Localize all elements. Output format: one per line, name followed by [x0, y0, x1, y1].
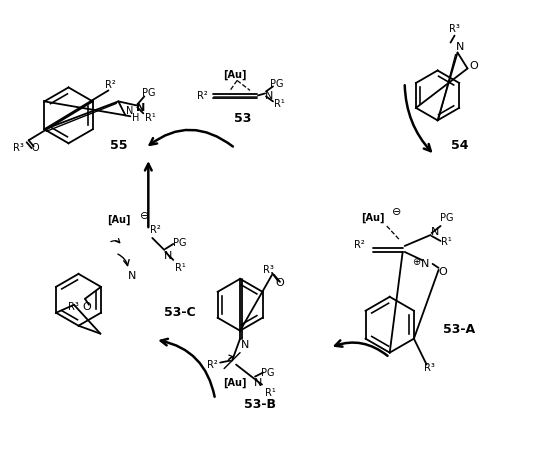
Text: 53: 53	[234, 112, 252, 125]
Text: 53-B: 53-B	[244, 398, 276, 411]
Text: R¹: R¹	[175, 263, 185, 273]
Text: ⊖: ⊖	[140, 211, 149, 221]
Text: N: N	[128, 271, 136, 281]
Text: R¹: R¹	[265, 388, 276, 397]
Text: PG: PG	[440, 213, 453, 223]
Text: 53-A: 53-A	[443, 323, 476, 336]
Text: R³: R³	[424, 363, 435, 372]
Text: ⊖: ⊖	[392, 207, 402, 217]
Text: N: N	[126, 106, 134, 116]
Text: R¹: R¹	[145, 113, 156, 124]
Text: [Au]: [Au]	[223, 378, 247, 388]
Text: H: H	[133, 113, 140, 124]
Text: N: N	[456, 41, 465, 52]
Text: 55: 55	[109, 139, 127, 152]
Text: R²: R²	[207, 360, 218, 370]
Text: N: N	[431, 227, 439, 237]
Text: [Au]: [Au]	[107, 215, 130, 225]
Text: O: O	[469, 61, 478, 71]
Text: R³: R³	[13, 143, 24, 153]
Text: R¹: R¹	[273, 100, 284, 109]
Text: R¹: R¹	[441, 237, 452, 247]
Text: 54: 54	[451, 139, 468, 152]
Text: [Au]: [Au]	[223, 69, 247, 80]
Text: [Au]: [Au]	[361, 213, 384, 223]
Text: R³: R³	[449, 24, 460, 34]
Text: R²: R²	[105, 80, 116, 90]
Text: N: N	[241, 340, 249, 349]
Text: R²: R²	[197, 91, 207, 101]
Text: O: O	[32, 143, 40, 153]
Text: PG: PG	[261, 367, 275, 378]
Text: R³: R³	[68, 302, 79, 312]
Text: O: O	[82, 302, 91, 312]
Text: PG: PG	[173, 238, 187, 248]
Text: O: O	[276, 278, 284, 288]
Text: PG: PG	[141, 89, 155, 98]
Text: N: N	[265, 91, 273, 101]
Text: 53-C: 53-C	[164, 306, 196, 319]
Text: PG: PG	[270, 79, 284, 89]
Text: R³: R³	[262, 265, 273, 275]
Text: N: N	[136, 103, 145, 113]
Text: R²: R²	[354, 240, 365, 250]
Text: N: N	[164, 251, 173, 261]
Text: R²: R²	[150, 225, 161, 235]
Text: N: N	[254, 378, 262, 388]
Text: ⊕: ⊕	[412, 257, 421, 267]
Text: N: N	[420, 259, 429, 269]
Text: O: O	[438, 267, 447, 277]
